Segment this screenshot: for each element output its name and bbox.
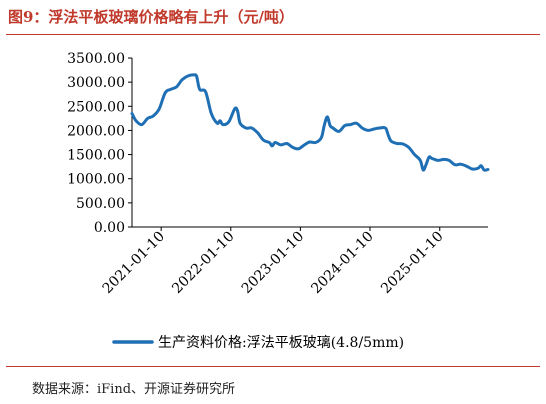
y-tick-label: 500.00 — [76, 196, 125, 212]
y-tick-label: 2000.00 — [67, 123, 125, 139]
y-axis: 0.00 500.00 1000.00 1500.00 2000.00 2500.00 30… — [67, 51, 133, 236]
series-lines — [130, 73, 490, 172]
y-tick-label: 3500.00 — [67, 51, 125, 67]
page-title: 图9：浮法平板玻璃价格略有上升（元/吨） — [8, 8, 294, 26]
y-tick-label: 0.00 — [94, 220, 125, 236]
legend: 生产资料价格:浮法平板玻璃(4.8/5mm) — [112, 334, 404, 351]
y-tick-label: 3000.00 — [67, 75, 125, 91]
source-note: 数据来源：iFind、开源证券研究所 — [32, 382, 236, 397]
x-axis: 2021-01-10 2022-01-10 2023-01-10 2024-01-10… — [100, 226, 488, 297]
x-tick-label: 2023-01-10 — [239, 229, 307, 297]
y-tick-label: 2500.00 — [67, 99, 125, 115]
x-tick-label: 2021-01-10 — [100, 229, 168, 297]
y-tick-label: 1000.00 — [67, 172, 125, 188]
x-tick-label: 2025-01-10 — [378, 229, 446, 297]
x-tick-label: 2022-01-10 — [169, 229, 237, 297]
legend-label: 生产资料价格:浮法平板玻璃(4.8/5mm) — [158, 334, 404, 351]
series-line-0 — [130, 73, 490, 172]
x-tick-label: 2024-01-10 — [308, 229, 376, 297]
footer-divider — [6, 366, 540, 367]
title-divider — [6, 34, 540, 35]
y-tick-label: 1500.00 — [67, 148, 125, 164]
